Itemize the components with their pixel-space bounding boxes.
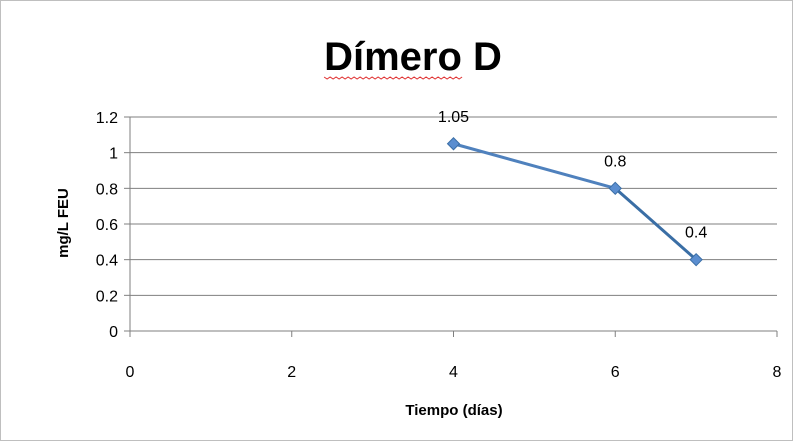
y-tick-label: 0.6 (96, 217, 118, 234)
x-tick-label: 0 (126, 364, 135, 381)
y-tick-label: 0.4 (96, 253, 118, 270)
y-tick-label: 1 (109, 146, 118, 163)
y-tick-label: 1.2 (96, 110, 118, 127)
data-label: 0.8 (604, 153, 626, 170)
y-tick-label: 0.2 (96, 288, 118, 305)
data-label: 0.4 (685, 225, 707, 242)
y-tick-label: 0.8 (96, 181, 118, 198)
data-series (446, 137, 703, 267)
x-tick-label: 8 (773, 364, 782, 381)
data-point-marker (446, 137, 461, 151)
data-labels: 1.05 0.8 0.4 (438, 109, 707, 242)
x-axis-title: Tiempo (días) (405, 402, 502, 419)
tick-labels: 0 0.2 0.4 0.6 0.8 1 1.2 0 2 4 6 8 (96, 110, 782, 381)
x-tick-label: 6 (611, 364, 620, 381)
x-tick-label: 4 (449, 364, 458, 381)
x-tick-label: 2 (287, 364, 296, 381)
data-label: 1.05 (438, 109, 469, 126)
data-point-marker (608, 181, 622, 196)
y-tick-label: 0 (109, 324, 118, 341)
chart-title: Dímero D (324, 35, 502, 79)
spellcheck-underline (323, 76, 463, 80)
gridlines (130, 116, 777, 296)
y-axis-title: mg/L FEU (55, 188, 72, 258)
data-point-marker (689, 252, 703, 267)
series-line-segment (452, 142, 617, 190)
axes (124, 116, 778, 337)
series-line-segment (613, 186, 698, 262)
